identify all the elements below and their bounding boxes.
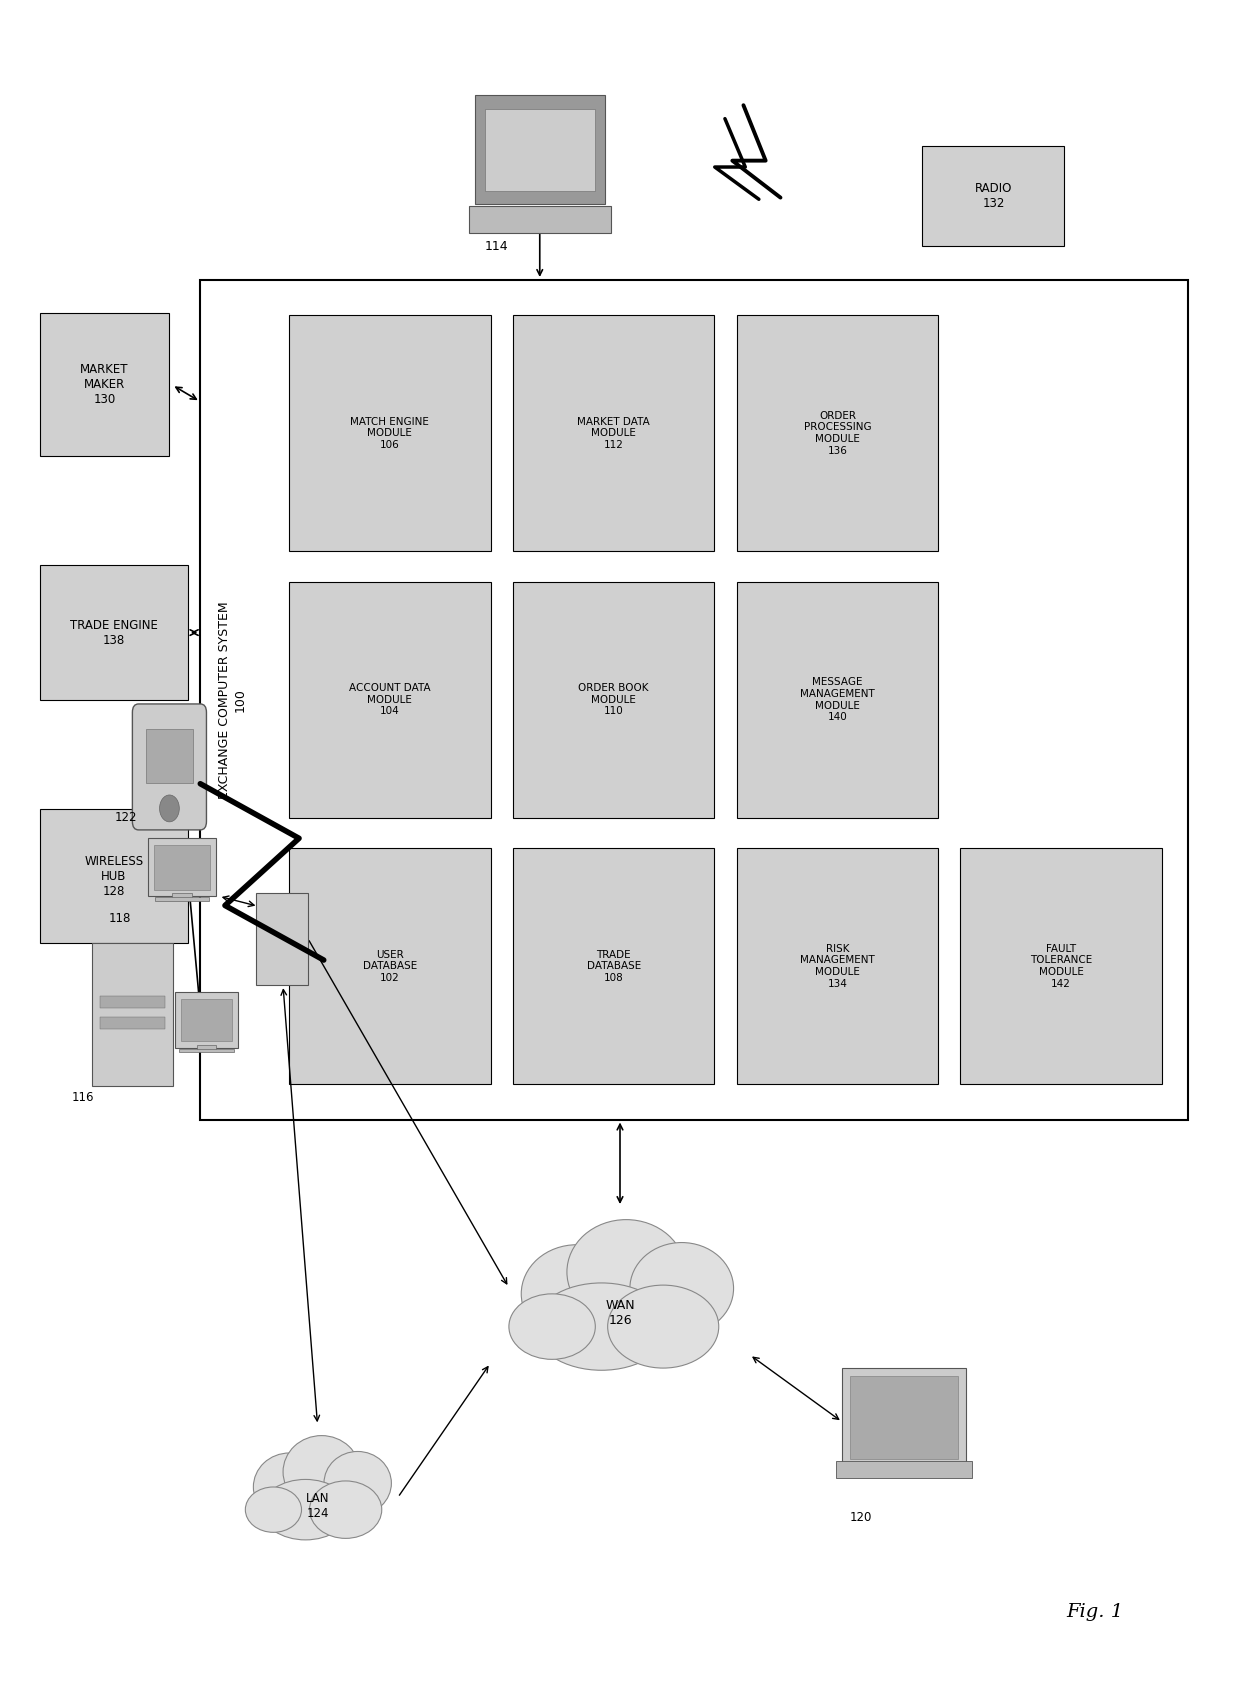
Text: 120: 120 [849,1511,872,1525]
Text: WAN
126: WAN 126 [605,1299,635,1326]
Text: ORDER BOOK
MODULE
110: ORDER BOOK MODULE 110 [578,682,649,716]
Text: 114: 114 [485,239,508,253]
Text: RADIO
132: RADIO 132 [975,182,1012,211]
FancyBboxPatch shape [175,992,238,1048]
Ellipse shape [246,1486,301,1532]
FancyBboxPatch shape [485,108,595,190]
FancyBboxPatch shape [40,566,188,699]
FancyBboxPatch shape [180,1048,233,1053]
Ellipse shape [283,1436,360,1508]
FancyBboxPatch shape [836,1461,972,1478]
Ellipse shape [310,1481,382,1538]
Ellipse shape [533,1282,670,1370]
FancyBboxPatch shape [842,1368,966,1468]
Text: ACCOUNT DATA
MODULE
104: ACCOUNT DATA MODULE 104 [350,682,430,716]
FancyBboxPatch shape [40,809,188,944]
Ellipse shape [262,1479,350,1540]
FancyBboxPatch shape [146,728,193,784]
FancyBboxPatch shape [172,893,192,900]
Ellipse shape [521,1245,632,1343]
Text: Fig. 1: Fig. 1 [1066,1602,1123,1621]
Ellipse shape [324,1451,392,1515]
FancyBboxPatch shape [923,145,1064,246]
FancyBboxPatch shape [475,94,605,204]
Text: TRADE ENGINE
138: TRADE ENGINE 138 [69,618,157,647]
Ellipse shape [608,1286,719,1368]
Circle shape [160,795,180,822]
FancyBboxPatch shape [289,581,491,817]
FancyBboxPatch shape [92,944,172,1087]
Text: MARKET DATA
MODULE
112: MARKET DATA MODULE 112 [578,416,650,450]
Text: 116: 116 [72,1092,94,1104]
FancyBboxPatch shape [197,1045,216,1050]
Ellipse shape [508,1294,595,1360]
FancyBboxPatch shape [155,898,208,901]
FancyBboxPatch shape [289,315,491,551]
FancyBboxPatch shape [737,581,939,817]
FancyBboxPatch shape [849,1377,959,1459]
FancyBboxPatch shape [154,844,210,890]
FancyBboxPatch shape [133,704,207,831]
FancyBboxPatch shape [181,999,232,1041]
FancyBboxPatch shape [469,206,611,233]
Ellipse shape [630,1242,734,1335]
Text: MESSAGE
MANAGEMENT
MODULE
140: MESSAGE MANAGEMENT MODULE 140 [800,677,874,723]
Ellipse shape [253,1452,326,1522]
Text: USER
DATABASE
102: USER DATABASE 102 [363,950,417,982]
FancyBboxPatch shape [513,581,714,817]
FancyBboxPatch shape [513,315,714,551]
Text: FAULT
TOLERANCE
MODULE
142: FAULT TOLERANCE MODULE 142 [1030,944,1092,989]
FancyBboxPatch shape [737,315,939,551]
Text: LAN
124: LAN 124 [306,1491,330,1520]
Text: 118: 118 [109,912,131,925]
FancyBboxPatch shape [40,313,170,457]
Text: 122: 122 [115,810,138,824]
FancyBboxPatch shape [289,848,491,1085]
FancyBboxPatch shape [737,848,939,1085]
Ellipse shape [567,1220,686,1324]
Text: TRADE
DATABASE
108: TRADE DATABASE 108 [587,950,641,982]
Text: RISK
MANAGEMENT
MODULE
134: RISK MANAGEMENT MODULE 134 [800,944,874,989]
Text: ORDER
PROCESSING
MODULE
136: ORDER PROCESSING MODULE 136 [804,411,872,455]
FancyBboxPatch shape [255,893,308,986]
FancyBboxPatch shape [961,848,1162,1085]
FancyBboxPatch shape [99,996,165,1008]
FancyBboxPatch shape [513,848,714,1085]
Text: WIRELESS
HUB
128: WIRELESS HUB 128 [84,854,144,898]
Text: MARKET
MAKER
130: MARKET MAKER 130 [81,364,129,406]
FancyBboxPatch shape [201,280,1188,1119]
FancyBboxPatch shape [148,837,216,896]
FancyBboxPatch shape [99,1018,165,1030]
Text: EXCHANGE COMPUTER SYSTEM
100: EXCHANGE COMPUTER SYSTEM 100 [218,602,247,799]
Text: MATCH ENGINE
MODULE
106: MATCH ENGINE MODULE 106 [351,416,429,450]
